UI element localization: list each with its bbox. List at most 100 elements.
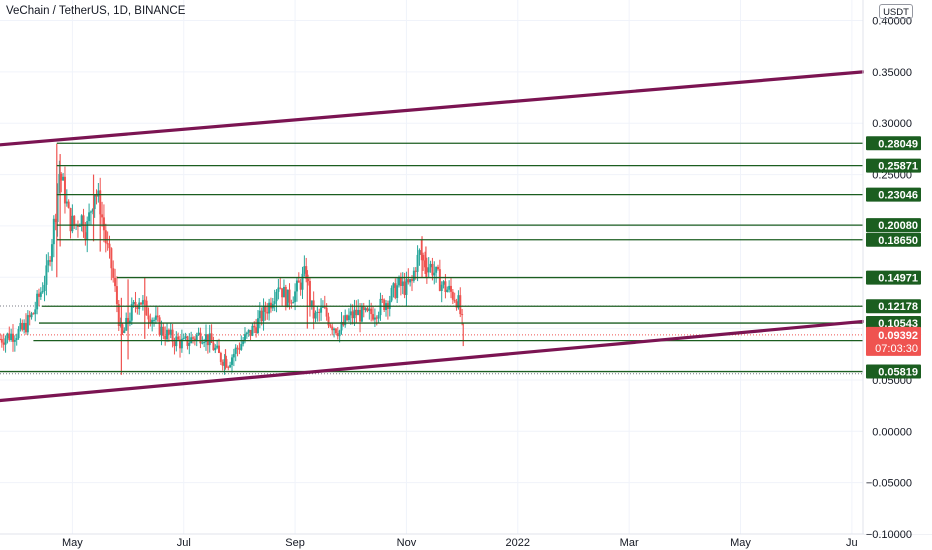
candle-body	[440, 284, 443, 291]
candle-body	[219, 352, 222, 362]
candle-body	[140, 302, 143, 305]
currency-button[interactable]: USDT	[879, 4, 913, 19]
candle-body	[344, 315, 347, 326]
candle-body	[199, 332, 202, 344]
level-label-bg	[866, 232, 921, 247]
candle-body	[162, 326, 165, 336]
candle-body	[182, 337, 185, 339]
candle-body	[268, 302, 271, 314]
candle-body	[173, 341, 176, 347]
candle-body	[36, 293, 39, 310]
x-tick-label: Jul	[177, 537, 191, 549]
last-price-bg	[866, 326, 921, 356]
candle-body	[238, 348, 241, 350]
candle-body	[448, 285, 451, 290]
candle-body	[333, 328, 336, 331]
candle-body	[357, 309, 360, 316]
candle-body	[134, 301, 137, 307]
candle-body	[349, 311, 352, 316]
candle-body	[130, 304, 133, 321]
candle-body	[301, 273, 304, 290]
candle-body	[145, 300, 148, 316]
candle-body	[247, 329, 250, 333]
level-label: 0.05819	[878, 367, 918, 379]
candle-body	[2, 342, 5, 345]
candle-body	[11, 333, 14, 342]
candle-body	[260, 310, 263, 322]
candle-body	[151, 319, 154, 324]
time-axis[interactable]: May Jul Sep Nov 2022 Mar May Ju	[62, 537, 858, 549]
candle-body	[217, 345, 220, 353]
candle-body	[65, 201, 68, 204]
channel-lines[interactable]	[0, 70, 865, 403]
candle-body	[329, 325, 332, 327]
candle-body	[230, 357, 233, 365]
candle-body	[292, 302, 295, 304]
candle-body	[19, 322, 22, 330]
candle-body	[15, 338, 18, 340]
level-label-bg	[866, 316, 921, 331]
candle-body	[17, 329, 20, 339]
level-label-bg	[866, 364, 921, 379]
candle-body	[303, 266, 306, 274]
candle-body	[141, 300, 144, 305]
candle-body	[236, 347, 239, 349]
candle-body	[321, 306, 324, 308]
candle-body	[240, 344, 243, 350]
candle-body	[459, 295, 462, 315]
candle-body	[234, 347, 237, 354]
candle-body	[420, 250, 423, 255]
candle-body	[232, 353, 235, 358]
candle-body	[438, 269, 441, 291]
candle-body	[192, 337, 195, 339]
candle-body	[73, 215, 76, 226]
last-price-value: 0.09392	[878, 330, 918, 342]
candle-body	[351, 311, 354, 319]
candle-body	[56, 184, 59, 223]
candle-body	[414, 270, 417, 272]
candle-body	[164, 335, 167, 340]
candle-body	[394, 283, 397, 298]
x-tick-label: Nov	[397, 537, 417, 549]
candle-body	[6, 333, 9, 339]
candle-body	[305, 266, 308, 279]
candle-body	[314, 312, 317, 319]
candle-body	[115, 286, 118, 304]
candle-body	[89, 211, 92, 213]
candle-body	[69, 208, 72, 232]
candle-body	[372, 314, 375, 320]
level-label: 0.14971	[878, 273, 918, 285]
level-label-bg	[866, 187, 921, 202]
candle-body	[203, 341, 206, 343]
candle-body	[206, 334, 209, 346]
candle-body	[197, 332, 200, 335]
candle-body	[212, 342, 215, 351]
level-label: 0.12178	[878, 301, 918, 313]
candle-body	[117, 303, 120, 326]
candle-body	[269, 302, 272, 309]
candle-body	[60, 173, 63, 181]
candle-body	[58, 173, 61, 185]
candle-body	[156, 315, 159, 318]
candle-body	[388, 300, 391, 309]
candle-body	[405, 279, 408, 295]
candle-body	[446, 289, 449, 292]
candle-body	[223, 359, 226, 366]
candle-body	[243, 334, 246, 342]
candle-body	[253, 325, 256, 328]
candle-body	[4, 338, 7, 345]
candle-body	[364, 308, 367, 311]
candle-body	[63, 176, 66, 204]
candle-body	[299, 282, 302, 290]
candle-body	[418, 250, 421, 255]
horizontal-levels[interactable]	[0, 142, 863, 373]
candle-body	[281, 288, 284, 298]
candle-body	[242, 341, 245, 345]
candle-body	[71, 215, 74, 232]
candle-body	[327, 316, 330, 326]
candle-body	[110, 248, 113, 269]
candle-body	[10, 333, 13, 340]
price-axis-background[interactable]	[864, 0, 932, 534]
